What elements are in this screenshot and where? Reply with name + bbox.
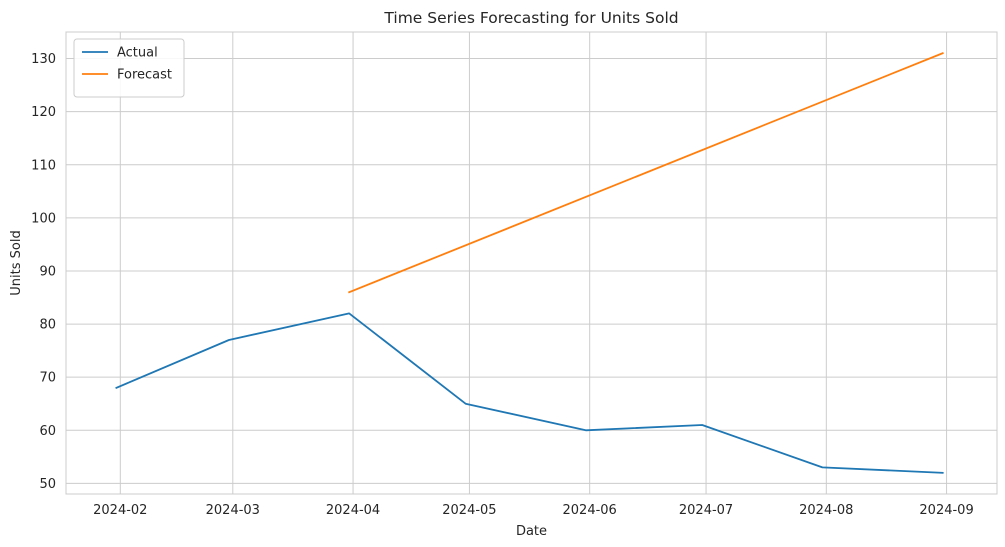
tick-labels: 2024-02 2024-03 2024-04 2024-05 2024-06 2024-… [31, 52, 974, 518]
y-tick-label: 130 [31, 52, 56, 67]
x-tick-label: 2024-03 [206, 503, 260, 518]
chart-title: Time Series Forecasting for Units Sold [383, 9, 678, 27]
y-axis-label: Units Sold [9, 230, 24, 295]
legend-label-forecast: Forecast [117, 68, 172, 83]
legend-box [73, 38, 185, 98]
x-tick-label: 2024-09 [919, 503, 973, 518]
legend-label-actual: Actual [117, 46, 158, 61]
y-tick-label: 50 [39, 477, 56, 492]
x-axis-label: Date [516, 524, 547, 539]
y-tick-label: 100 [31, 211, 56, 226]
y-tick-label: 90 [39, 264, 56, 279]
x-tick-label: 2024-08 [799, 503, 853, 518]
x-tick-label: 2024-04 [326, 503, 380, 518]
series-line-actual [115, 312, 944, 474]
x-tick-label: 2024-06 [563, 503, 617, 518]
x-tick-label: 2024-05 [442, 503, 496, 518]
series-layer [115, 52, 944, 474]
y-tick-label: 80 [39, 318, 56, 333]
x-tick-label: 2024-07 [679, 503, 733, 518]
x-tick-label: 2024-02 [93, 503, 147, 518]
y-tick-label: 120 [31, 105, 56, 120]
y-tick-label: 110 [31, 158, 56, 173]
legend: Actual Forecast [73, 38, 185, 98]
y-tick-label: 60 [39, 424, 56, 439]
series-line-forecast [348, 52, 944, 294]
y-tick-label: 70 [39, 371, 56, 386]
plot-frame [65, 31, 998, 495]
